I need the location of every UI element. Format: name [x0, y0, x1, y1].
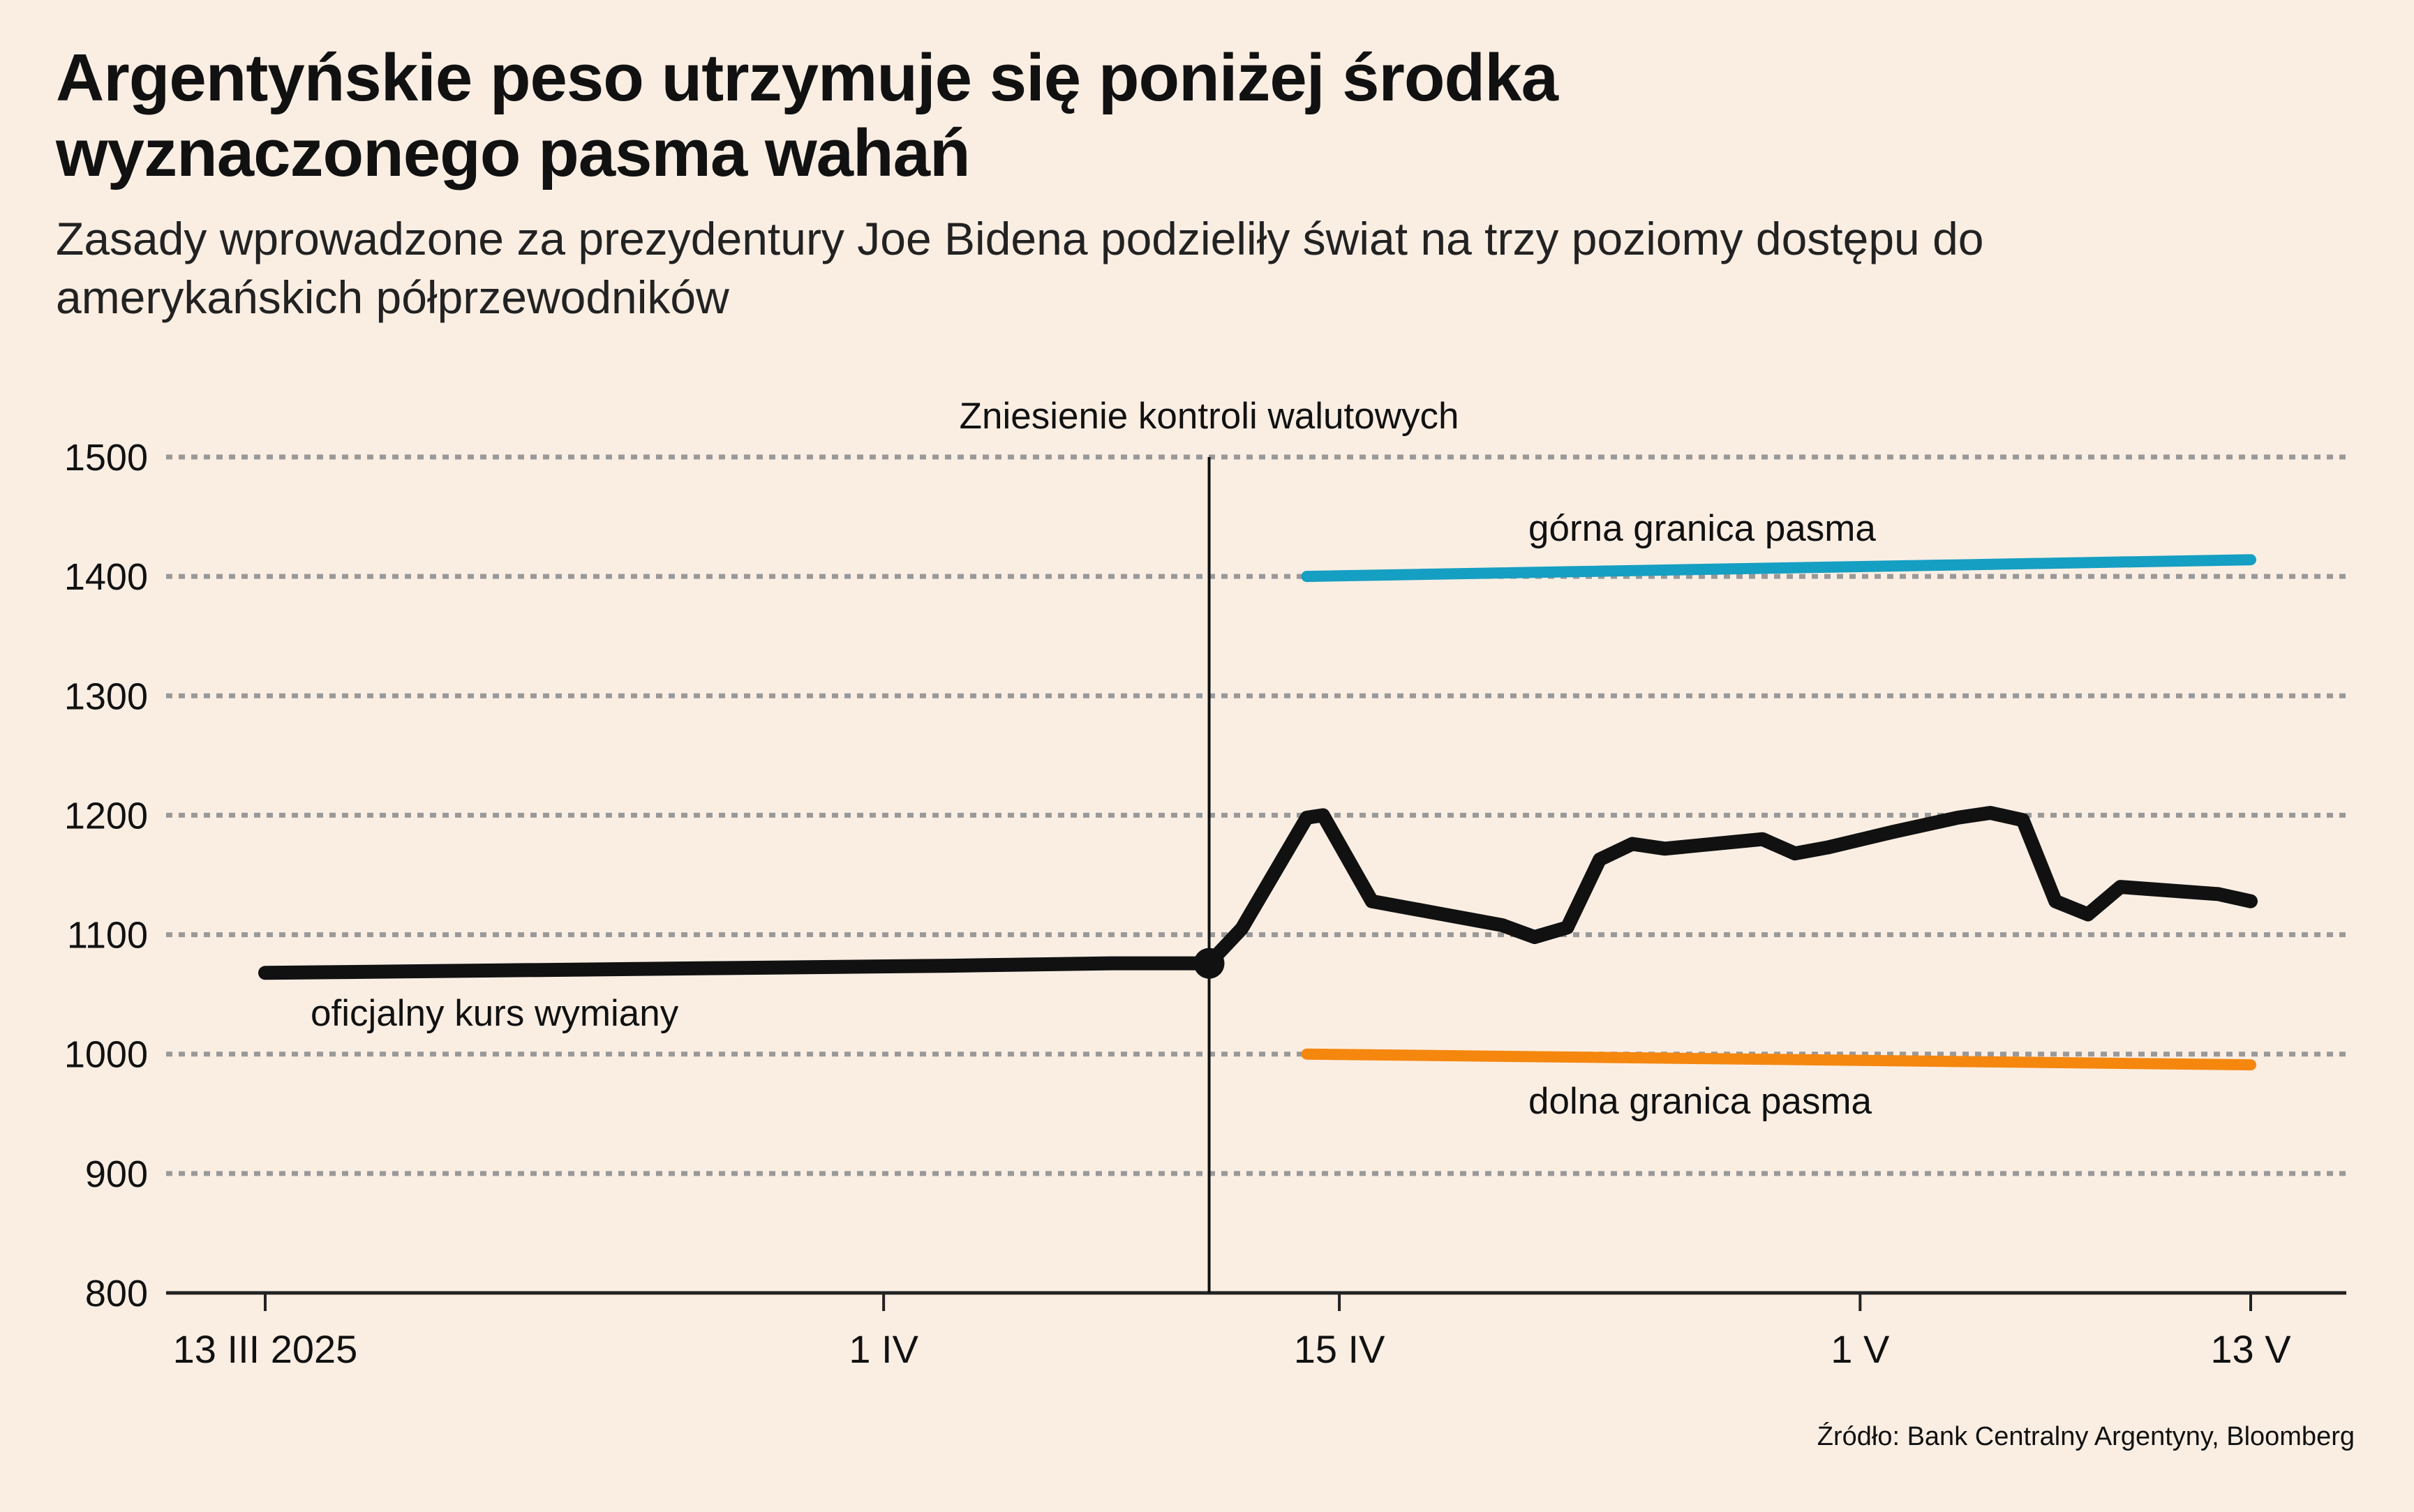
- y-tick-label-1400: 1400: [64, 556, 148, 598]
- x-tick-label-2025-04-01: 1 IV: [849, 1327, 918, 1371]
- annotation-label: Zniesienie kontroli walutowych: [960, 396, 1459, 437]
- x-tick-label-2025-05-13: 13 V: [2210, 1327, 2291, 1371]
- labels: Zniesienie kontroli walutowych oficjalny …: [311, 396, 1876, 1122]
- x-tick-label-2025-04-15: 15 IV: [1294, 1327, 1385, 1371]
- axes: 800 900 1000 1100 1200 1300 1400 1500 13 III 202…: [64, 437, 2346, 1371]
- lower-band-line: [1301, 1048, 2256, 1071]
- y-tick-label-1200: 1200: [64, 795, 148, 837]
- label-upper-band: górna granica pasma: [1528, 508, 1876, 549]
- y-tick-label-1100: 1100: [67, 915, 148, 957]
- x-tick-label-2025-03-13: 13 III 2025: [173, 1327, 358, 1371]
- label-lower-band: dolna granica pasma: [1528, 1081, 1872, 1122]
- series: [258, 554, 2258, 1071]
- upper-band-line: [1301, 554, 2256, 583]
- y-tick-label-900: 900: [85, 1153, 148, 1195]
- official-rate-line-a: [258, 956, 1216, 980]
- annotation-marker: [1193, 948, 1225, 979]
- chart-title: Argentyńskie peso utrzymuje się poniżej …: [56, 40, 1558, 190]
- y-tick-label-1300: 1300: [64, 675, 148, 717]
- chart-subtitle: Zasady wprowadzone za prezydentury Joe B…: [56, 213, 1984, 323]
- label-official-rate: oficjalny kurs wymiany: [311, 993, 679, 1034]
- source-note: Źródło: Bank Centralny Argentyny, Bloomb…: [1817, 1422, 2355, 1451]
- official-rate-line-b: [1202, 806, 2258, 971]
- y-tick-label-800: 800: [85, 1273, 148, 1315]
- y-tick-label-1500: 1500: [64, 437, 148, 479]
- y-tick-label-1000: 1000: [64, 1034, 148, 1076]
- x-tick-label-2025-05-01: 1 V: [1831, 1327, 1890, 1371]
